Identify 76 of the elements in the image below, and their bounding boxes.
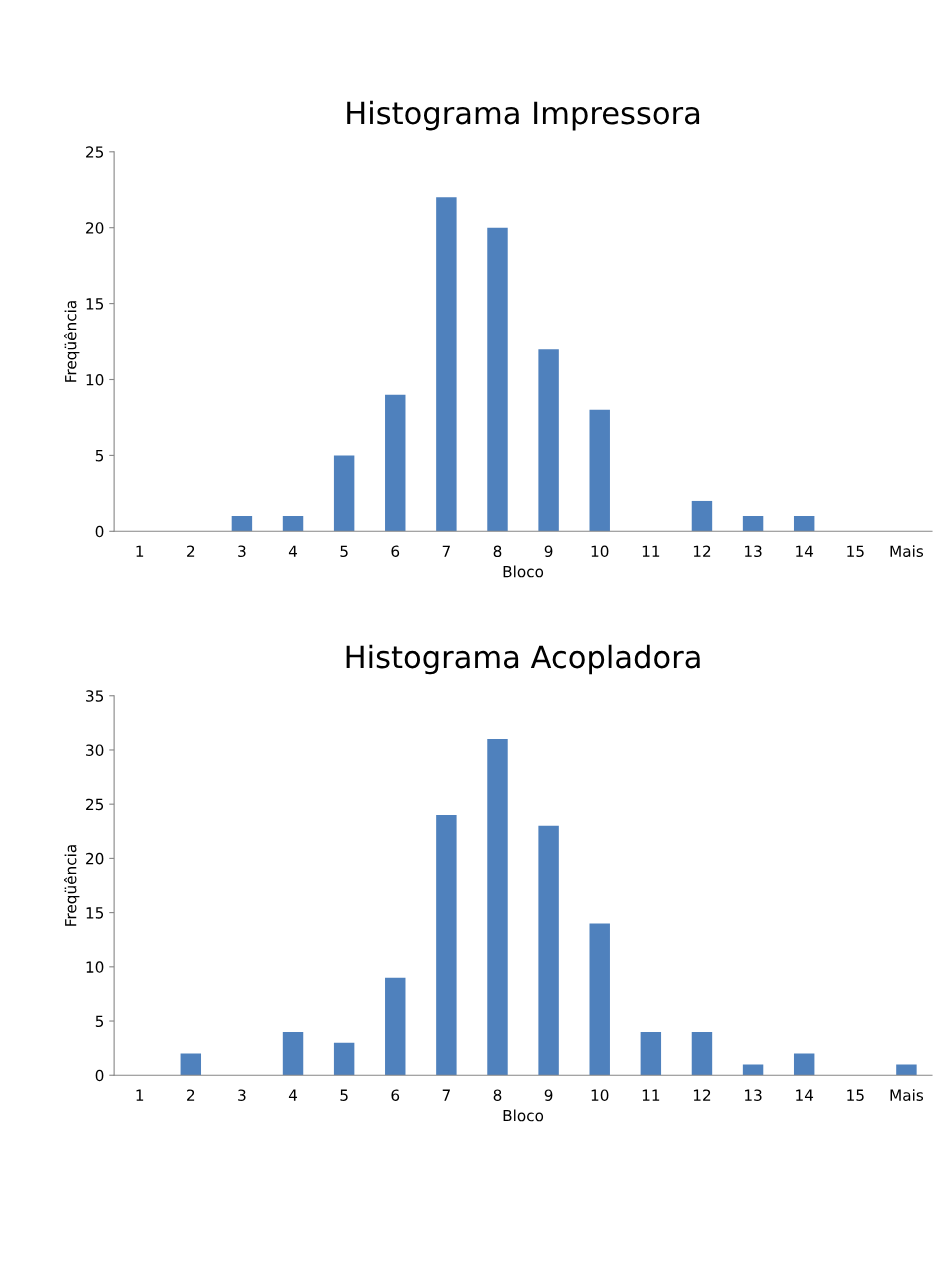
y-tick-label: 30 [86,744,104,756]
y-tick-label: 35 [86,690,104,702]
x-tick-label: 11 [642,545,660,557]
x-tick-label: 13 [745,1089,762,1101]
bar [231,516,253,532]
x-tick-label: 8 [493,1089,502,1101]
x-tick-label: 1 [136,1089,144,1101]
bar [793,1053,815,1076]
x-tick-label: 7 [442,545,450,557]
y-tick-label: 25 [86,146,104,158]
x-tick-label: 9 [544,1089,553,1101]
y-tick-label: 5 [95,1015,104,1028]
bar [282,516,304,532]
y-tick-label: 10 [86,961,104,973]
bar [385,394,406,532]
x-tick-label: 14 [796,545,814,557]
bar [691,500,713,532]
x-tick-label: 14 [796,1089,814,1101]
x-tick-label: Mais [890,1089,924,1101]
x-tick-label: 2 [187,545,195,557]
bar [282,1031,304,1076]
bar [333,1042,355,1076]
y-tick-label: 25 [86,798,104,811]
x-tick-label: 15 [847,545,864,558]
bar [896,1064,917,1076]
x-axis-title: Bloco [503,565,544,578]
bar [742,516,764,532]
x-tick-label: 8 [493,545,502,558]
chart-title: Histograma Acopladora [346,644,700,675]
y-tick-label: 20 [86,222,104,234]
y-tick-label: 0 [95,525,104,538]
y-axis-title: Freqüência [64,845,80,926]
x-tick-label: 12 [693,545,711,557]
x-tick-label: 12 [693,1089,711,1101]
x-tick-label: 4 [288,545,298,557]
x-axis-title: Bloco [503,1109,544,1122]
x-tick-label: 5 [340,1089,348,1101]
x-tick-label: 1 [136,545,144,557]
x-tick-label: 7 [442,1089,450,1101]
x-tick-label: 10 [591,1089,609,1101]
chart-title: Histograma Impressora [347,100,700,131]
x-tick-label: 10 [591,545,609,558]
x-tick-label: 3 [238,1089,246,1101]
bar [180,1053,202,1076]
x-tick-label: 9 [544,545,553,558]
x-tick-label: 2 [187,1089,195,1101]
x-tick-label: Mais [890,545,924,558]
bar [487,227,508,532]
y-tick-label: 5 [95,450,104,462]
y-tick-label: 0 [95,1069,104,1082]
y-tick-label: 20 [86,852,104,865]
x-tick-label: 11 [642,1089,660,1101]
x-tick-label: 6 [391,1089,400,1101]
y-axis-title: Freqüência [64,301,80,382]
bar [691,1031,713,1076]
x-tick-label: 5 [340,545,348,558]
x-tick-label: 6 [391,545,400,558]
y-tick-label: 15 [86,907,104,919]
x-tick-label: 15 [847,1089,864,1101]
bar [640,1031,662,1076]
bar [436,197,457,532]
y-tick-label: 10 [86,373,104,386]
bar [538,349,559,532]
y-tick-label: 15 [86,298,104,310]
bar [333,455,355,532]
bar [385,977,406,1076]
bar [589,409,610,532]
bar [589,923,610,1076]
bar [742,1064,764,1076]
bar [538,825,559,1076]
x-tick-label: 13 [745,545,762,558]
x-tick-label: 3 [238,545,246,558]
bar [436,815,457,1076]
x-tick-label: 4 [288,1089,298,1101]
bar [793,516,815,532]
bar [487,739,508,1076]
